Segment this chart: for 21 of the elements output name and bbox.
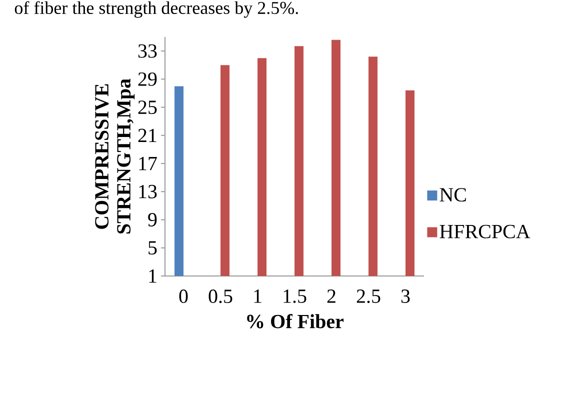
x-tick-label: 3 [401, 290, 410, 303]
x-tick-label: 2.5 [356, 290, 380, 304]
legend-label: HFRCPCA [440, 224, 530, 238]
legend-label: NC [440, 188, 466, 202]
y-tick-label: 21 [138, 128, 156, 142]
y-tick-label: 33 [138, 44, 157, 58]
x-tick-label: 2 [327, 290, 336, 303]
y-tick-label: 25 [138, 100, 157, 114]
x-tick-label: 0.5 [208, 290, 232, 304]
y-axis-title: COMPRESSIVE STRENGTH,Mpa [95, 78, 135, 234]
x-tick-label: 1.5 [284, 290, 306, 304]
y-tick-label: 29 [138, 72, 157, 86]
x-axis-title: % Of Fiber [247, 314, 344, 328]
y-tick-label: 13 [139, 184, 157, 198]
y-tick-label: 1 [149, 269, 156, 283]
x-tick-label: 1 [254, 290, 262, 303]
text: of fiber the strength decreases by 2.5%. [14, 1, 298, 18]
y-tick-label: 17 [139, 156, 157, 170]
y-tick-label: 9 [148, 213, 157, 226]
y-tick-label: 5 [148, 241, 157, 255]
x-tick-label: 0 [179, 290, 188, 304]
